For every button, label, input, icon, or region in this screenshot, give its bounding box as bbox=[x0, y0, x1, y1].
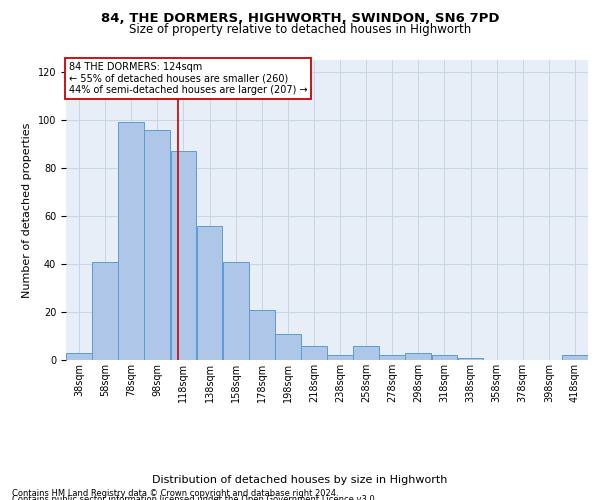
Text: 84 THE DORMERS: 124sqm
← 55% of detached houses are smaller (260)
44% of semi-de: 84 THE DORMERS: 124sqm ← 55% of detached… bbox=[68, 62, 307, 94]
Text: 84, THE DORMERS, HIGHWORTH, SWINDON, SN6 7PD: 84, THE DORMERS, HIGHWORTH, SWINDON, SN6… bbox=[101, 12, 499, 26]
Bar bbox=[249, 310, 275, 360]
Text: Distribution of detached houses by size in Highworth: Distribution of detached houses by size … bbox=[152, 475, 448, 485]
Bar bbox=[145, 130, 170, 360]
Bar bbox=[118, 122, 144, 360]
Bar bbox=[301, 346, 327, 360]
Bar bbox=[223, 262, 248, 360]
Bar bbox=[353, 346, 379, 360]
Bar bbox=[379, 355, 405, 360]
Bar bbox=[66, 353, 92, 360]
Bar bbox=[92, 262, 118, 360]
Y-axis label: Number of detached properties: Number of detached properties bbox=[22, 122, 32, 298]
Bar bbox=[197, 226, 223, 360]
Text: Size of property relative to detached houses in Highworth: Size of property relative to detached ho… bbox=[129, 22, 471, 36]
Bar bbox=[406, 353, 431, 360]
Bar bbox=[431, 355, 457, 360]
Bar bbox=[170, 151, 196, 360]
Text: Contains public sector information licensed under the Open Government Licence v3: Contains public sector information licen… bbox=[12, 495, 377, 500]
Bar bbox=[327, 355, 353, 360]
Bar bbox=[458, 358, 484, 360]
Bar bbox=[275, 334, 301, 360]
Bar bbox=[562, 355, 588, 360]
Text: Contains HM Land Registry data © Crown copyright and database right 2024.: Contains HM Land Registry data © Crown c… bbox=[12, 489, 338, 498]
